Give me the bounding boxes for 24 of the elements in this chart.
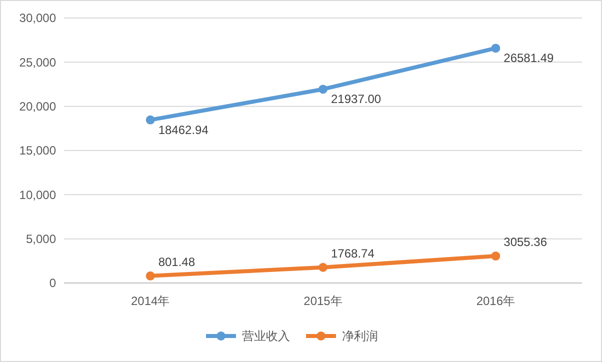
- y-tick-label: 10,000: [19, 188, 56, 202]
- x-tick-label: 2016年: [476, 294, 516, 308]
- point: [146, 115, 155, 124]
- legend-label: 净利润: [342, 329, 378, 344]
- data-label: 801.48: [158, 254, 196, 269]
- y-tick-label: 25,000: [19, 55, 56, 70]
- y-tick-label: 20,000: [19, 100, 56, 114]
- x-tick-label: 2015年: [304, 294, 342, 308]
- point: [491, 252, 500, 261]
- point: [146, 271, 155, 280]
- data-label: 18462.94: [158, 122, 209, 137]
- data-label: 1768.74: [331, 246, 375, 260]
- x-tick-label: 2014年: [130, 294, 170, 308]
- data-label: 26581.49: [504, 51, 554, 66]
- y-tick-label: 5,000: [26, 232, 56, 246]
- data-label: 3055.36: [504, 235, 548, 250]
- point: [318, 84, 328, 94]
- y-tick-label: 30,000: [19, 11, 56, 26]
- legend-label: 营业收入: [242, 329, 290, 344]
- y-tick-label: 15,000: [19, 144, 56, 158]
- point: [491, 44, 500, 53]
- y-tick-label: 0: [49, 276, 56, 290]
- point: [318, 262, 328, 272]
- data-label: 21937.00: [331, 92, 382, 106]
